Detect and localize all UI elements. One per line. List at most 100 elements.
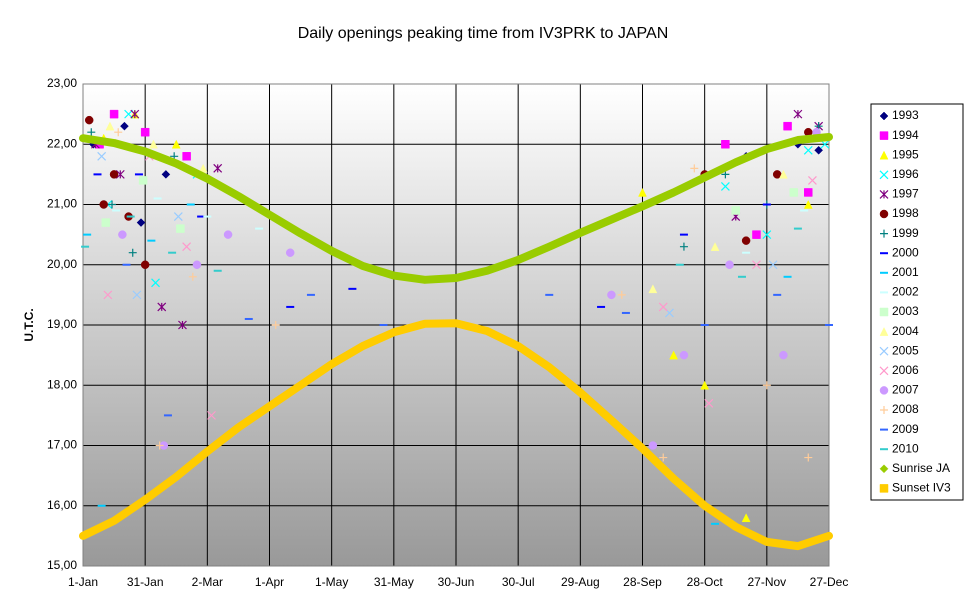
- x-tick-label: 30-Jul: [502, 575, 535, 589]
- legend-label: 2010: [892, 441, 919, 455]
- legend-marker: [879, 189, 889, 199]
- legend-label: 2005: [892, 343, 919, 357]
- point: [151, 278, 160, 288]
- point: [182, 152, 191, 161]
- legend-label: 2004: [892, 324, 919, 338]
- point: [803, 199, 813, 209]
- point: [188, 272, 197, 281]
- legend-marker: [879, 366, 889, 376]
- legend-label: 2007: [892, 383, 919, 397]
- legend-label: 2009: [892, 422, 919, 436]
- point: [793, 109, 803, 119]
- point: [607, 290, 616, 300]
- x-tick-label: 28-Oct: [687, 575, 724, 589]
- point: [130, 109, 140, 119]
- y-tick-label: 15,00: [47, 558, 77, 572]
- x-tick-label: 1-Apr: [255, 575, 284, 589]
- point: [741, 236, 751, 245]
- point: [223, 230, 233, 239]
- legend-label: 2006: [892, 363, 919, 377]
- point: [87, 128, 96, 137]
- point: [783, 121, 792, 131]
- point: [731, 206, 740, 215]
- point: [97, 151, 107, 161]
- point: [105, 121, 115, 131]
- point: [741, 513, 751, 523]
- point: [159, 441, 169, 450]
- chart-title: Daily openings peaking time from IV3PRK …: [298, 25, 669, 42]
- legend-marker: [879, 111, 889, 121]
- point: [762, 381, 771, 390]
- point: [648, 441, 658, 450]
- point: [192, 260, 202, 269]
- point: [138, 176, 148, 185]
- x-tick-label: 31-May: [374, 575, 414, 589]
- legend-label: 1993: [892, 108, 919, 122]
- point: [176, 224, 185, 233]
- x-tick-label: 2-Mar: [192, 575, 223, 589]
- point: [679, 242, 688, 251]
- legend-marker: [880, 406, 888, 414]
- legend-label: 2008: [892, 402, 919, 416]
- legend-marker: [880, 229, 888, 238]
- point: [271, 321, 280, 329]
- legend-label: 2002: [892, 285, 919, 299]
- point: [132, 290, 142, 300]
- x-tick-label: 27-Nov: [747, 575, 786, 589]
- point: [648, 284, 658, 294]
- legend-label: Sunrise JA: [892, 461, 950, 475]
- point: [161, 170, 171, 179]
- point: [84, 115, 94, 125]
- point: [99, 200, 108, 209]
- point: [768, 260, 778, 270]
- point: [638, 187, 647, 197]
- point: [124, 109, 134, 119]
- y-tick-label: 18,00: [47, 377, 77, 391]
- point: [804, 188, 813, 197]
- legend-label: 2001: [892, 265, 919, 279]
- point: [101, 218, 111, 227]
- legend-marker: [879, 484, 889, 493]
- y-tick-label: 17,00: [47, 438, 77, 452]
- y-axis-label: U.T.C.: [22, 308, 36, 341]
- legend-marker: [879, 150, 889, 160]
- legend-label: 1997: [892, 187, 919, 201]
- point: [779, 350, 788, 360]
- point: [752, 260, 761, 270]
- point: [155, 441, 164, 450]
- x-tick-label: 28-Sep: [623, 575, 662, 589]
- point: [700, 380, 710, 390]
- point: [140, 127, 150, 137]
- point: [136, 218, 146, 227]
- legend-marker: [879, 464, 889, 474]
- point: [803, 145, 813, 155]
- point: [720, 182, 730, 191]
- point: [789, 188, 799, 197]
- point: [814, 145, 823, 155]
- point: [807, 175, 817, 185]
- x-tick-label: 1-May: [315, 575, 348, 589]
- point: [128, 248, 137, 257]
- point: [173, 212, 183, 221]
- legend-label: 1996: [892, 167, 919, 181]
- series-line: [79, 319, 833, 551]
- point: [171, 139, 181, 149]
- point: [690, 164, 699, 173]
- point: [157, 302, 167, 312]
- point: [178, 320, 187, 330]
- legend-marker: [879, 386, 889, 395]
- legend-marker: [879, 327, 889, 336]
- point: [658, 302, 668, 312]
- y-tick-label: 22,00: [47, 136, 77, 150]
- point: [669, 350, 678, 360]
- point: [108, 200, 117, 209]
- y-tick-label: 19,00: [47, 317, 77, 331]
- point: [285, 248, 295, 257]
- y-tick-label: 23,00: [47, 76, 77, 90]
- legend-marker: [879, 170, 889, 180]
- point: [752, 230, 761, 239]
- legend-label: 1998: [892, 206, 919, 220]
- x-tick-label: 29-Aug: [561, 575, 600, 589]
